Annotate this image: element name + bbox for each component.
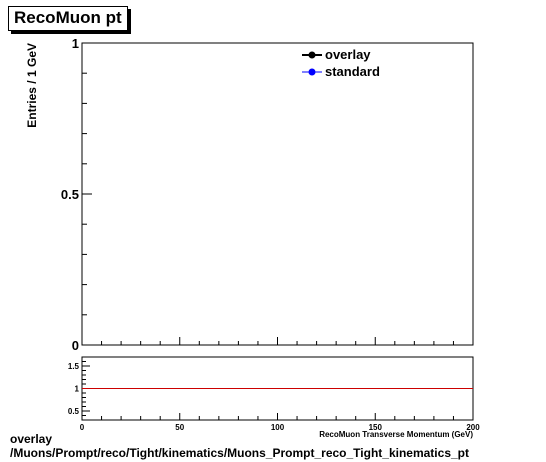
ratio-y-tick-label: 1.5 [68, 362, 80, 371]
main-plot-frame [81, 42, 474, 346]
ratio-x-axis-label: RecoMuon Transverse Momentum (GeV) [319, 430, 473, 439]
ratio-x-tick-label: 0 [80, 423, 85, 432]
legend-marker-standard [308, 68, 316, 76]
main-y-ticks: 00.51 [61, 36, 92, 353]
ratio-y-tick-label: 1 [75, 385, 80, 394]
footer-path: /Muons/Prompt/reco/Tight/kinematics/Muon… [10, 446, 469, 460]
main-y-tick-label: 0.5 [61, 187, 79, 202]
ratio-x-tick-label: 150 [369, 423, 383, 432]
ratio-x-tick-label: 50 [175, 423, 184, 432]
ratio-y-ticks: 0.5 1 1.5 [68, 361, 90, 416]
ratio-x-tick-label: 200 [466, 423, 480, 432]
chart-title: RecoMuon pt [8, 6, 128, 31]
main-y-tick-label: 0 [72, 338, 79, 353]
legend-label-overlay: overlay [325, 47, 371, 62]
ratio-y-tick-label: 0.5 [68, 407, 80, 416]
main-y-tick-label: 1 [72, 36, 79, 51]
legend: overlay standard [302, 47, 380, 79]
legend-label-standard: standard [325, 64, 380, 79]
ratio-x-tick-label: 100 [271, 423, 285, 432]
main-x-ticks [81, 337, 474, 345]
main-y-axis-label: Entries / 1 GeV [25, 43, 39, 128]
ratio-x-ticks: 0 50 100 150 200 [80, 413, 480, 432]
legend-marker-overlay [308, 51, 316, 59]
footer-overlay-label: overlay [10, 432, 53, 446]
